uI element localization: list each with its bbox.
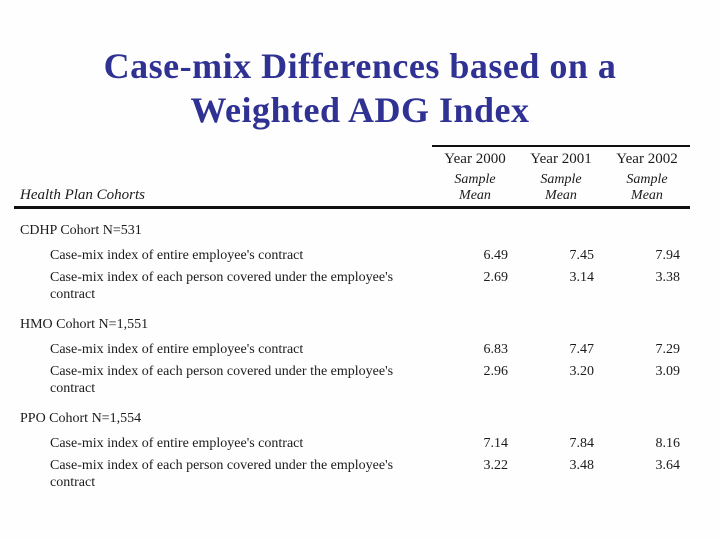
row-label: Case-mix index of each person covered un… — [50, 458, 394, 490]
cohort-group-name: PPO Cohort N=1,554 — [20, 411, 142, 426]
cell-value: 7.84 — [569, 436, 595, 451]
cell-value: 3.64 — [655, 458, 681, 473]
row-label: Case-mix index of each person covered un… — [50, 364, 394, 396]
title-line-2: Weighted ADG Index — [190, 90, 530, 130]
cell-value: 7.14 — [483, 436, 509, 451]
cohort-group-ppo: PPO Cohort N=1,554 Case-mix index of ent… — [14, 411, 690, 491]
cell-value: 3.20 — [569, 364, 595, 379]
table-header-row: Health Plan Cohorts Year 2000 Sample Mea… — [14, 145, 690, 209]
sample-subheader: Sample — [454, 172, 496, 187]
row-label: Case-mix index of entire employee's cont… — [50, 248, 304, 263]
cell-value: 8.16 — [655, 436, 681, 451]
year-columns-header: Year 2000 Sample Mean Year 2001 Sample M… — [432, 145, 690, 206]
cell-value: 6.83 — [483, 342, 509, 357]
mean-subheader: Mean — [459, 188, 491, 203]
mean-subheader: Mean — [631, 188, 663, 203]
cell-value: 3.14 — [569, 270, 595, 285]
cell-value: 7.45 — [569, 248, 595, 263]
cell-value: 2.69 — [483, 270, 509, 285]
table-row: Case-mix index of entire employee's cont… — [14, 247, 690, 264]
cell-value: 3.48 — [569, 458, 595, 473]
cohort-group-name: HMO Cohort N=1,551 — [20, 317, 149, 332]
cell-value: 6.49 — [483, 248, 509, 263]
health-plan-cohorts-label: Health Plan Cohorts — [20, 187, 146, 203]
row-label: Case-mix index of each person covered un… — [50, 270, 394, 302]
slide-title: Case-mix Differences based on a Weighted… — [0, 44, 720, 132]
mean-subheader: Mean — [545, 188, 577, 203]
row-label: Case-mix index of entire employee's cont… — [50, 342, 304, 357]
year-label: Year 2002 — [616, 151, 678, 167]
year-label: Year 2001 — [530, 151, 592, 167]
table-row: Case-mix index of entire employee's cont… — [14, 341, 690, 358]
table-row: Case-mix index of each person covered un… — [14, 457, 690, 491]
sample-subheader: Sample — [540, 172, 582, 187]
cohort-table: Health Plan Cohorts Year 2000 Sample Mea… — [14, 145, 690, 491]
table-body: CDHP Cohort N=531 Case-mix index of enti… — [14, 223, 690, 491]
cell-value: 2.96 — [483, 364, 509, 379]
year-column-2001: Year 2001 Sample Mean — [518, 147, 604, 204]
cell-value: 3.09 — [655, 364, 681, 379]
cohort-group-cdhp: CDHP Cohort N=531 Case-mix index of enti… — [14, 223, 690, 303]
cohort-group-hmo: HMO Cohort N=1,551 Case-mix index of ent… — [14, 317, 690, 397]
table-row: Case-mix index of entire employee's cont… — [14, 435, 690, 452]
year-label: Year 2000 — [444, 151, 506, 167]
sample-subheader: Sample — [626, 172, 668, 187]
cell-value: 7.94 — [655, 248, 681, 263]
row-label: Case-mix index of entire employee's cont… — [50, 436, 304, 451]
cell-value: 7.29 — [655, 342, 681, 357]
year-column-2002: Year 2002 Sample Mean — [604, 147, 690, 204]
cell-value: 3.38 — [655, 270, 681, 285]
table-row: Case-mix index of each person covered un… — [14, 363, 690, 397]
cell-value: 7.47 — [569, 342, 595, 357]
year-column-2000: Year 2000 Sample Mean — [432, 147, 518, 204]
table-row: Case-mix index of each person covered un… — [14, 269, 690, 303]
cell-value: 3.22 — [483, 458, 509, 473]
cohort-group-name: CDHP Cohort N=531 — [20, 223, 142, 238]
title-line-1: Case-mix Differences based on a — [103, 46, 617, 86]
